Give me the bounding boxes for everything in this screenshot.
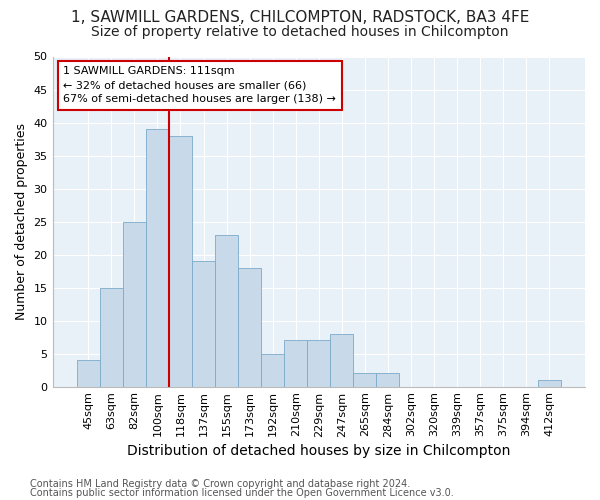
Bar <box>123 222 146 386</box>
Bar <box>169 136 192 386</box>
Bar <box>307 340 330 386</box>
Text: 1, SAWMILL GARDENS, CHILCOMPTON, RADSTOCK, BA3 4FE: 1, SAWMILL GARDENS, CHILCOMPTON, RADSTOC… <box>71 10 529 25</box>
Bar <box>330 334 353 386</box>
Text: Contains HM Land Registry data © Crown copyright and database right 2024.: Contains HM Land Registry data © Crown c… <box>30 479 410 489</box>
Bar <box>376 374 400 386</box>
Bar <box>146 129 169 386</box>
Bar <box>100 288 123 386</box>
Bar <box>192 261 215 386</box>
Text: Size of property relative to detached houses in Chilcompton: Size of property relative to detached ho… <box>91 25 509 39</box>
X-axis label: Distribution of detached houses by size in Chilcompton: Distribution of detached houses by size … <box>127 444 511 458</box>
Bar <box>284 340 307 386</box>
Bar <box>77 360 100 386</box>
Y-axis label: Number of detached properties: Number of detached properties <box>15 123 28 320</box>
Bar <box>215 234 238 386</box>
Bar <box>238 268 261 386</box>
Text: 1 SAWMILL GARDENS: 111sqm
← 32% of detached houses are smaller (66)
67% of semi-: 1 SAWMILL GARDENS: 111sqm ← 32% of detac… <box>63 66 336 104</box>
Bar <box>353 374 376 386</box>
Bar <box>261 354 284 386</box>
Bar <box>538 380 561 386</box>
Text: Contains public sector information licensed under the Open Government Licence v3: Contains public sector information licen… <box>30 488 454 498</box>
